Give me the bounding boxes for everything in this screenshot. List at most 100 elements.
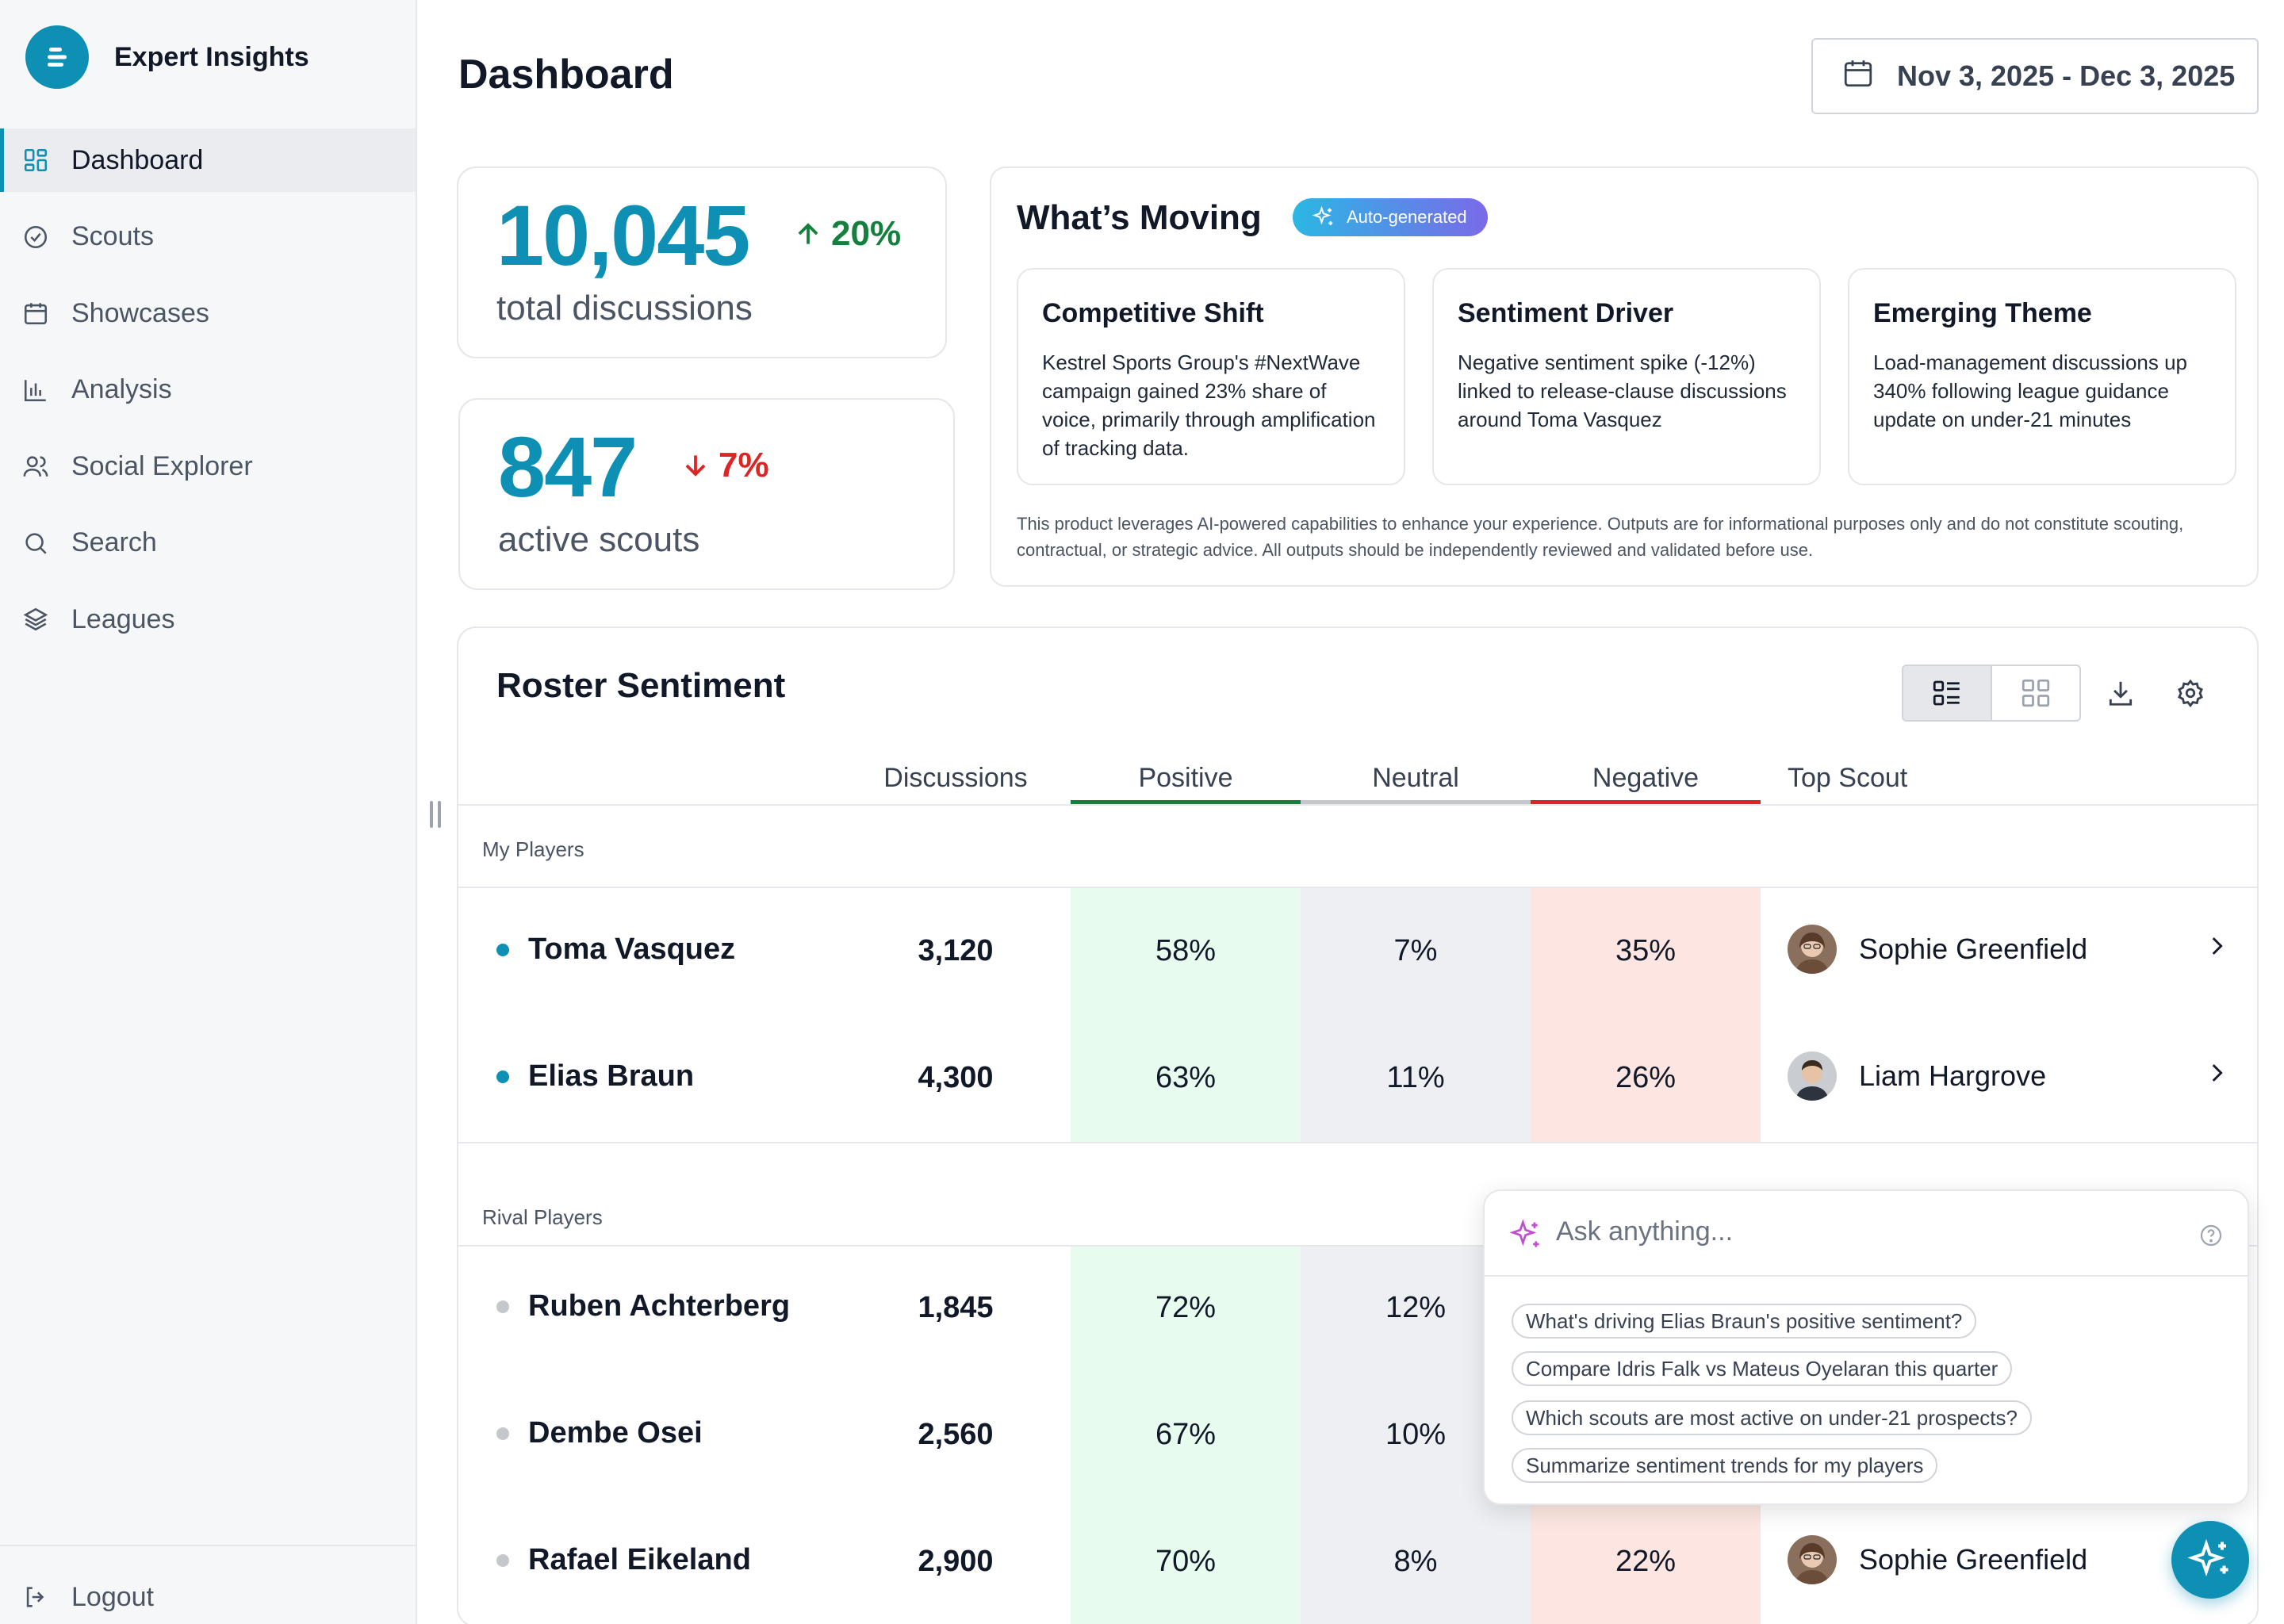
view-toggle [1902,665,2081,722]
sidebar-item-label: Leagues [71,603,175,634]
section-label-rival-players: Rival Players [482,1205,603,1229]
top-scout[interactable]: Liam Hargrove [1788,1051,2046,1101]
top-scout[interactable]: Sophie Greenfield [1788,925,2087,974]
stat-label: active scouts [498,520,700,559]
sidebar-item-search[interactable]: Search [0,511,416,575]
player-name: Rafael Eikeland [496,1543,751,1577]
sidebar-item-social-explorer[interactable]: Social Explorer [0,435,416,498]
gear-icon[interactable] [2175,677,2206,709]
cell-neutral: 12% [1385,1291,1447,1324]
insight-title: Sentiment Driver [1458,298,1674,328]
stat-delta-value: 7% [719,446,769,485]
calendar-icon [21,298,51,328]
logo-icon [25,25,89,89]
sidebar-item-analysis[interactable]: Analysis [0,358,416,422]
column-header-label: Neutral [1372,763,1459,793]
divider [1485,1275,2248,1277]
calendar-icon [1841,56,1875,97]
roster-sentiment-panel: Roster Sentiment Discussions Positive Ne… [457,626,2259,1624]
logout-button[interactable]: Logout [0,1565,416,1624]
cell-positive: 67% [1155,1418,1217,1451]
status-dot [496,1300,509,1313]
player-name-text: Ruben Achterberg [528,1289,791,1323]
date-range-picker[interactable]: Nov 3, 2025 - Dec 3, 2025 [1811,38,2259,114]
chevron-right-icon[interactable] [2203,1059,2230,1090]
cell-positive: 70% [1155,1545,1217,1578]
sidebar-item-label: Dashboard [71,144,204,175]
divider [458,1245,2257,1247]
cell-discussions: 4,300 [918,1061,994,1094]
avatar [1788,1535,1837,1584]
insight-body: Negative sentiment spike (-12%) linked t… [1458,350,1787,431]
stat-delta-value: 20% [831,214,902,253]
top-scout[interactable]: Sophie Greenfield [1788,1535,2087,1584]
search-icon [21,528,51,558]
sidebar-item-scouts[interactable]: Scouts [0,205,416,269]
sidebar-item-label: Search [71,527,157,557]
insight-card-competitive-shift[interactable]: Competitive Shift Kestrel Sports Group's… [1017,268,1405,485]
status-dot [496,943,509,956]
insight-card-emerging-theme[interactable]: Emerging Theme Load-management discussio… [1848,268,2236,485]
sidebar-item-leagues[interactable]: Leagues [0,588,416,651]
cell-discussions: 1,845 [918,1291,994,1324]
player-name-text: Dembe Osei [528,1416,703,1450]
ai-disclaimer: This product leverages AI-powered capabi… [1017,514,2184,560]
sidebar-nav: Dashboard Scouts Showcases Analysis Soci… [0,128,416,665]
sidebar-item-dashboard[interactable]: Dashboard [0,128,416,192]
player-name-text: Elias Braun [528,1059,695,1093]
cell-positive: 63% [1155,1061,1217,1094]
insight-card-sentiment-driver[interactable]: Sentiment Driver Negative sentiment spik… [1432,268,1821,485]
ai-assistant-button[interactable] [2171,1521,2249,1599]
positive-column-bg [1071,888,1301,1142]
sparkle-icon [1508,1218,1543,1257]
insight-body: Kestrel Sports Group's #NextWave campaig… [1042,350,1376,460]
whats-moving-panel: What’s Moving Auto-generated Competitive… [990,167,2259,587]
neutral-column-bg [1301,888,1531,1142]
neutral-indicator-bar [1301,800,1531,804]
brand[interactable]: Expert Insights [25,25,309,89]
stat-value: 847 [498,419,638,515]
page-title: Dashboard [458,52,674,98]
player-name: Dembe Osei [496,1416,703,1450]
download-icon[interactable] [2105,677,2136,709]
chevron-right-icon[interactable] [2203,933,2230,963]
list-view-button[interactable] [1903,666,1992,720]
scout-name: Liam Hargrove [1859,1059,2047,1092]
cell-discussions: 2,900 [918,1545,994,1578]
avatar [1788,925,1837,974]
scout-name: Sophie Greenfield [1859,1543,2088,1576]
suggestion-chip[interactable]: What's driving Elias Braun's positive se… [1512,1304,1977,1339]
column-header-positive[interactable]: Positive [1071,763,1301,804]
grid-view-icon [2021,679,2050,707]
stat-value: 10,045 [496,187,750,283]
column-header-top-scout[interactable]: Top Scout [1788,763,1908,793]
bar-chart-icon [21,375,51,405]
sidebar-resize-handle[interactable] [430,801,441,828]
ask-input[interactable]: Ask anything... [1556,1216,1734,1247]
cell-neutral: 7% [1393,934,1438,967]
logout-label: Logout [71,1581,154,1612]
suggestion-chip[interactable]: Compare Idris Falk vs Mateus Oyelaran th… [1512,1351,2013,1386]
suggestion-chip[interactable]: Which scouts are most active on under-21… [1512,1400,2032,1435]
logout-icon [21,1582,51,1612]
suggestion-chip[interactable]: Summarize sentiment trends for my player… [1512,1448,1938,1483]
column-header-negative[interactable]: Negative [1531,763,1761,804]
divider [458,1142,2257,1143]
help-icon[interactable] [2198,1223,2224,1252]
column-header-discussions[interactable]: Discussions [883,763,1028,793]
column-header-neutral[interactable]: Neutral [1301,763,1531,804]
sidebar-item-showcases[interactable]: Showcases [0,282,416,345]
player-name: Ruben Achterberg [496,1289,790,1323]
divider [458,804,2257,806]
divider [458,887,2257,888]
arrow-up-icon [798,223,818,244]
date-range-text: Nov 3, 2025 - Dec 3, 2025 [1897,59,2236,92]
stat-card-scouts: 847 7% active scouts [458,398,955,590]
player-name: Elias Braun [496,1059,694,1094]
cell-neutral: 8% [1393,1545,1438,1578]
cell-positive: 58% [1155,934,1217,967]
logout-section: Logout [0,1545,416,1624]
grid-view-button[interactable] [1992,666,2079,720]
player-name-text: Toma Vasquez [528,933,736,966]
stat-delta: 20% [793,214,901,254]
